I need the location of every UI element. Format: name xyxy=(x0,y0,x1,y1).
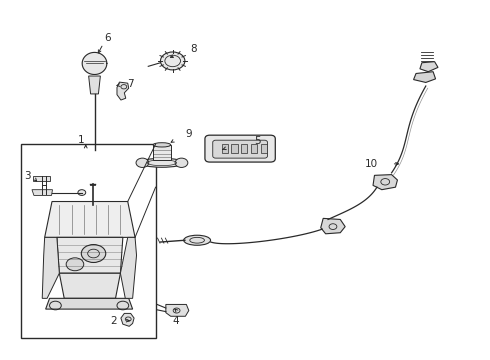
Ellipse shape xyxy=(184,235,211,245)
Text: 4: 4 xyxy=(172,316,179,326)
Polygon shape xyxy=(32,190,52,195)
Polygon shape xyxy=(166,305,189,316)
Bar xyxy=(241,144,247,153)
Text: 9: 9 xyxy=(185,130,192,139)
Ellipse shape xyxy=(153,143,171,147)
Text: 7: 7 xyxy=(127,79,133,89)
Polygon shape xyxy=(373,175,397,190)
Bar xyxy=(21,144,156,338)
Polygon shape xyxy=(59,273,121,298)
Polygon shape xyxy=(33,176,50,181)
Polygon shape xyxy=(153,145,171,160)
Polygon shape xyxy=(121,314,134,326)
Text: 2: 2 xyxy=(111,316,118,325)
Polygon shape xyxy=(45,202,135,237)
Polygon shape xyxy=(321,219,345,234)
Circle shape xyxy=(160,52,185,70)
Bar xyxy=(231,144,238,153)
Text: 1: 1 xyxy=(78,135,85,145)
Bar xyxy=(221,144,228,153)
Circle shape xyxy=(78,190,86,195)
Circle shape xyxy=(136,158,149,167)
Polygon shape xyxy=(57,237,123,273)
Polygon shape xyxy=(414,72,436,82)
Polygon shape xyxy=(46,298,133,309)
FancyBboxPatch shape xyxy=(213,140,268,158)
Polygon shape xyxy=(420,62,438,72)
Text: 3: 3 xyxy=(24,171,31,181)
Text: 5: 5 xyxy=(254,136,261,146)
Circle shape xyxy=(175,158,188,167)
Polygon shape xyxy=(89,76,100,94)
Bar xyxy=(251,144,257,153)
Circle shape xyxy=(66,258,84,271)
Polygon shape xyxy=(117,82,129,100)
FancyBboxPatch shape xyxy=(205,135,275,162)
Ellipse shape xyxy=(140,158,184,167)
Text: 10: 10 xyxy=(365,159,378,169)
Text: 6: 6 xyxy=(104,33,111,42)
Polygon shape xyxy=(121,237,137,298)
Polygon shape xyxy=(82,53,107,75)
Circle shape xyxy=(81,244,106,262)
Text: 8: 8 xyxy=(191,45,197,54)
Bar xyxy=(261,144,267,153)
Polygon shape xyxy=(42,237,59,298)
